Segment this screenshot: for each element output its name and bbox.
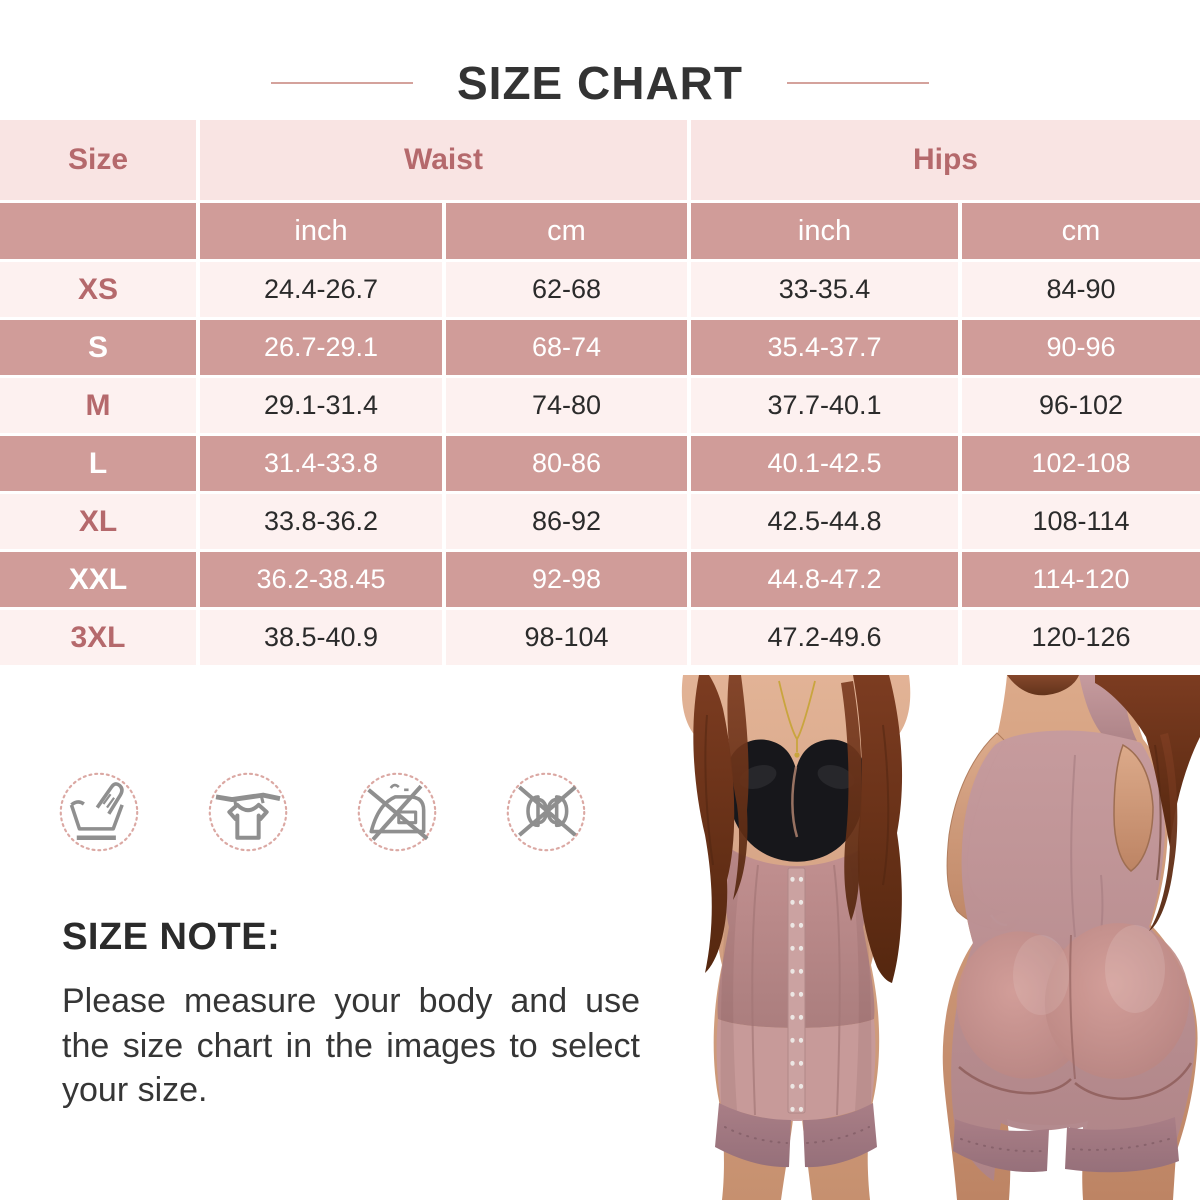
table-row-3xl: 3XL 38.5-40.9 98-104 47.2-49.6 120-126 bbox=[0, 610, 1200, 665]
back-model bbox=[942, 675, 1200, 1200]
size-note-body: Please measure your body and use the siz… bbox=[62, 982, 640, 1110]
table-row-s: S 26.7-29.1 68-74 35.4-37.7 90-96 bbox=[0, 320, 1200, 375]
column-header-waist: Waist bbox=[200, 120, 687, 200]
title-decoration-line-left bbox=[271, 82, 413, 84]
table-cell: 92-98 bbox=[446, 552, 687, 607]
do-not-wring-icon bbox=[506, 772, 586, 852]
table-cell: 108-114 bbox=[962, 494, 1200, 549]
table-cell: 38.5-40.9 bbox=[200, 610, 442, 665]
size-label: L bbox=[0, 436, 196, 491]
lace-trim-front-left bbox=[715, 1103, 791, 1168]
table-row-m: M 29.1-31.4 74-80 37.7-40.1 96-102 bbox=[0, 378, 1200, 433]
title-decoration-line-right bbox=[787, 82, 929, 84]
do-not-iron-icon bbox=[357, 772, 437, 852]
front-hair-left bbox=[693, 675, 735, 973]
product-photo bbox=[655, 675, 1200, 1200]
table-cell: 44.8-47.2 bbox=[691, 552, 958, 607]
table-cell: 31.4-33.8 bbox=[200, 436, 442, 491]
size-label: XS bbox=[0, 262, 196, 317]
table-row-xl: XL 33.8-36.2 86-92 42.5-44.8 108-114 bbox=[0, 494, 1200, 549]
black-bra bbox=[726, 739, 866, 862]
size-label: XXL bbox=[0, 552, 196, 607]
table-cell: 40.1-42.5 bbox=[691, 436, 958, 491]
table-cell: 68-74 bbox=[446, 320, 687, 375]
hand-wash-icon bbox=[59, 772, 139, 852]
column-header-hips: Hips bbox=[691, 120, 1200, 200]
table-cell: 62-68 bbox=[446, 262, 687, 317]
lace-trim-back-left bbox=[953, 1119, 1049, 1173]
table-group-header-row: Size Waist Hips bbox=[0, 120, 1200, 200]
hook-eye-closure bbox=[787, 867, 806, 1114]
table-cell: 26.7-29.1 bbox=[200, 320, 442, 375]
size-label: XL bbox=[0, 494, 196, 549]
lace-trim-front-right bbox=[803, 1103, 877, 1168]
table-cell: 114-120 bbox=[962, 552, 1200, 607]
table-cell: 90-96 bbox=[962, 320, 1200, 375]
size-note-heading: SIZE NOTE: bbox=[62, 916, 281, 958]
table-row-xs: XS 24.4-26.7 62-68 33-35.4 84-90 bbox=[0, 262, 1200, 317]
lace-trim-back-right bbox=[1065, 1117, 1179, 1173]
front-model bbox=[681, 675, 911, 1200]
armhole-skin bbox=[1113, 743, 1154, 872]
table-cell: 47.2-49.6 bbox=[691, 610, 958, 665]
size-table: Size Waist Hips inch cm inch cm XS 24.4-… bbox=[0, 120, 1200, 668]
table-unit-header-row: inch cm inch cm bbox=[0, 203, 1200, 259]
unit-header-hips-inch: inch bbox=[691, 203, 958, 259]
table-cell: 120-126 bbox=[962, 610, 1200, 665]
hang-dry-icon bbox=[208, 772, 288, 852]
table-cell: 33.8-36.2 bbox=[200, 494, 442, 549]
table-cell: 98-104 bbox=[446, 610, 687, 665]
unit-header-waist-inch: inch bbox=[200, 203, 442, 259]
size-label: M bbox=[0, 378, 196, 433]
table-cell: 102-108 bbox=[962, 436, 1200, 491]
unit-header-waist-cm: cm bbox=[446, 203, 687, 259]
front-hair-right bbox=[853, 675, 903, 983]
column-header-size: Size bbox=[0, 120, 196, 200]
necklace bbox=[778, 680, 816, 752]
table-cell: 29.1-31.4 bbox=[200, 378, 442, 433]
table-cell: 84-90 bbox=[962, 262, 1200, 317]
table-cell: 24.4-26.7 bbox=[200, 262, 442, 317]
shapewear-models-illustration bbox=[681, 675, 1200, 1200]
care-icons-row bbox=[59, 772, 586, 852]
table-row-l: L 31.4-33.8 80-86 40.1-42.5 102-108 bbox=[0, 436, 1200, 491]
table-cell: 86-92 bbox=[446, 494, 687, 549]
table-cell: 96-102 bbox=[962, 378, 1200, 433]
unit-header-blank bbox=[0, 203, 196, 259]
page-title: SIZE CHART bbox=[457, 57, 743, 109]
table-cell: 35.4-37.7 bbox=[691, 320, 958, 375]
table-cell: 33-35.4 bbox=[691, 262, 958, 317]
table-row-xxl: XXL 36.2-38.45 92-98 44.8-47.2 114-120 bbox=[0, 552, 1200, 607]
table-cell: 36.2-38.45 bbox=[200, 552, 442, 607]
butt-right bbox=[1044, 923, 1190, 1079]
table-cell: 80-86 bbox=[446, 436, 687, 491]
unit-header-hips-cm: cm bbox=[962, 203, 1200, 259]
table-cell: 42.5-44.8 bbox=[691, 494, 958, 549]
size-label: 3XL bbox=[0, 610, 196, 665]
table-cell: 74-80 bbox=[446, 378, 687, 433]
size-label: S bbox=[0, 320, 196, 375]
page-header: SIZE CHART bbox=[0, 48, 1200, 118]
size-note-section: SIZE NOTE: Please measure your body and … bbox=[62, 916, 640, 1113]
table-cell: 37.7-40.1 bbox=[691, 378, 958, 433]
